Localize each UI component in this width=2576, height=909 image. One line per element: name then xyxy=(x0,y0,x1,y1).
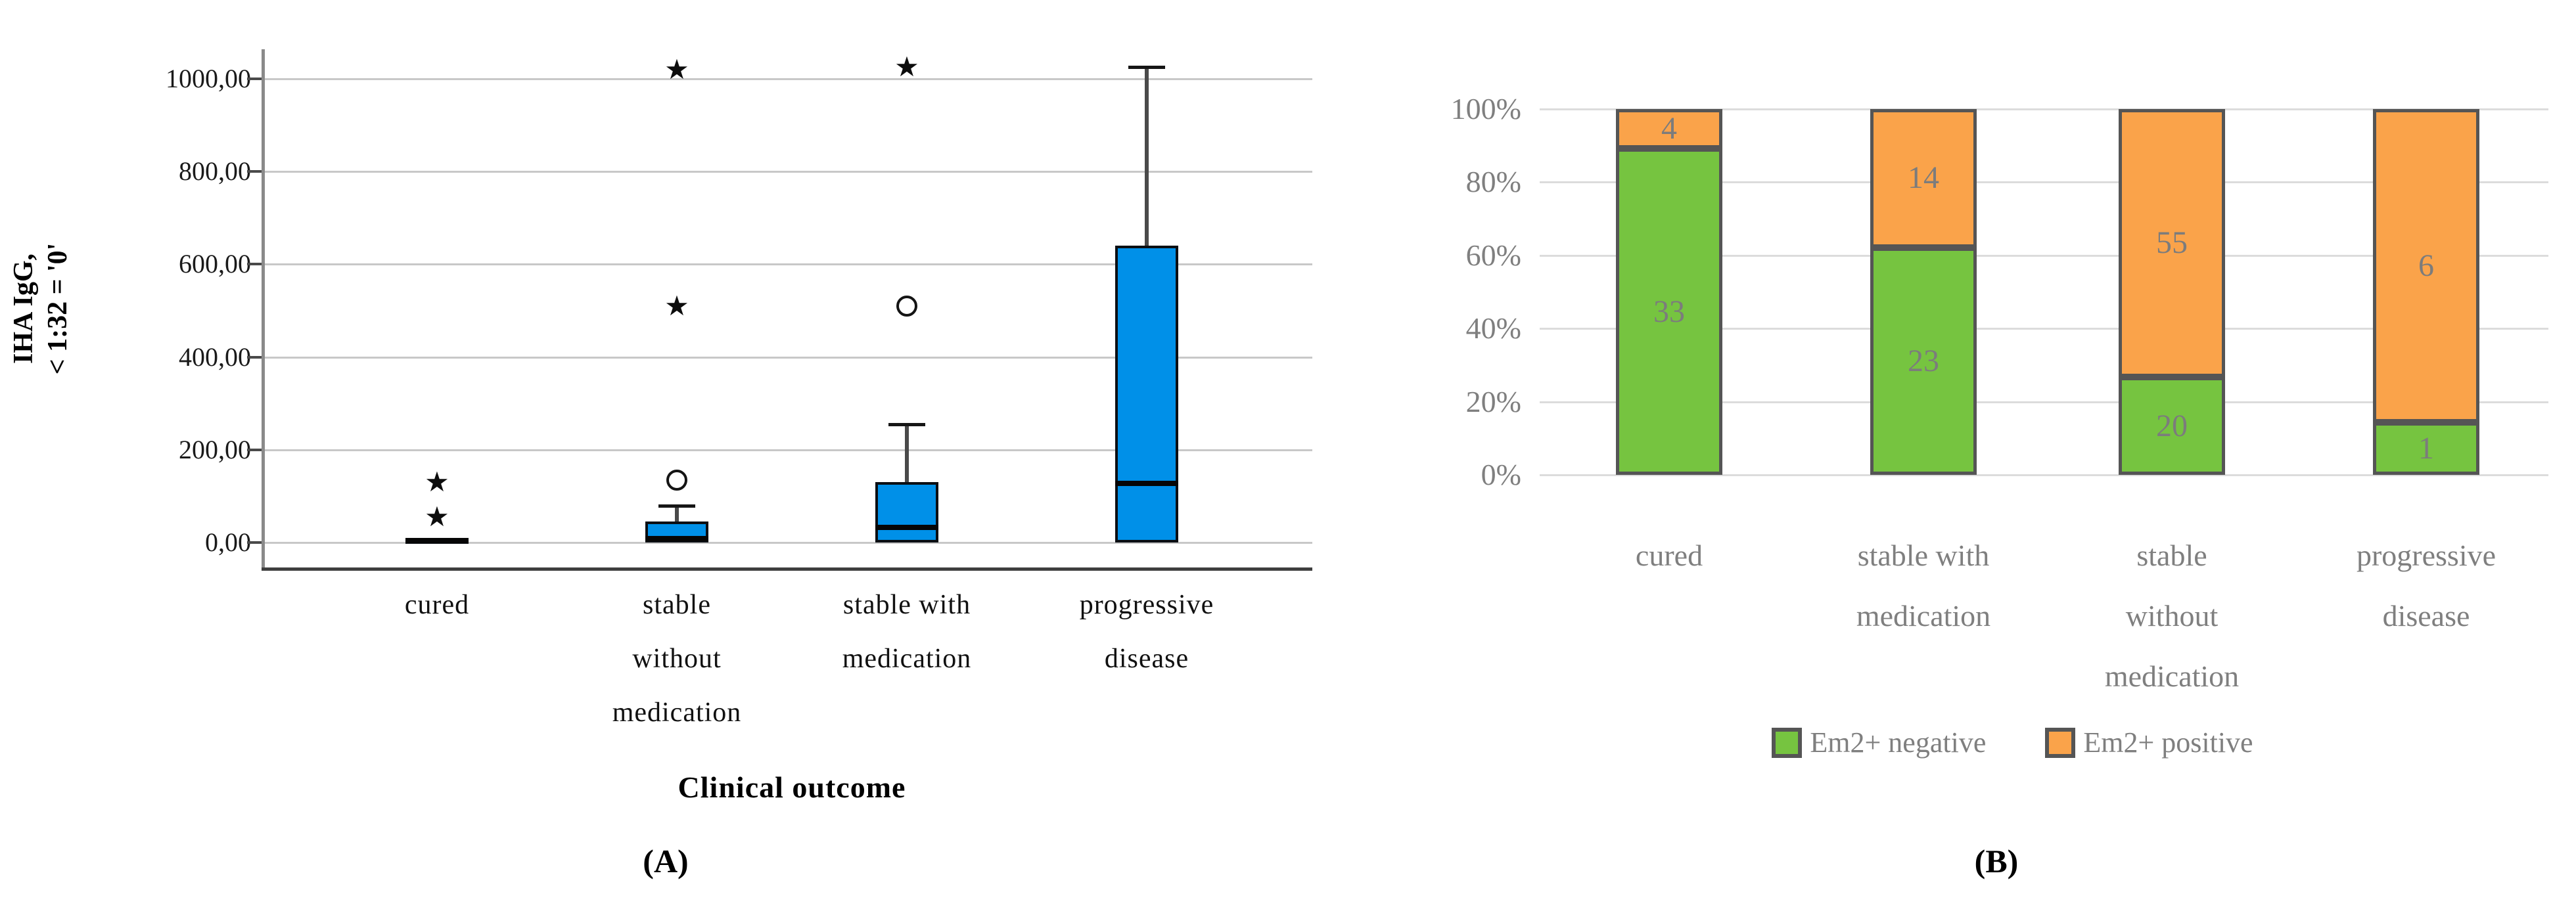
bar-value-label: 1 xyxy=(2418,431,2434,466)
legend-swatch-orange-icon xyxy=(2045,728,2076,758)
bar-value-label: 6 xyxy=(2418,248,2434,283)
bar-value-label: 23 xyxy=(1908,343,1939,378)
y-tick-label: 400,00 xyxy=(179,342,251,372)
bar-segment-em2-positive xyxy=(2373,109,2479,423)
y-tick-label: 0% xyxy=(1481,458,1521,491)
gridline-b xyxy=(1540,108,2548,110)
x-tick-label: stable without medication xyxy=(2104,539,2240,693)
outlier-star-icon: ★ xyxy=(894,51,919,83)
box-plot-box xyxy=(875,482,938,543)
outlier-star-icon: ★ xyxy=(664,289,689,322)
bar-value-label: 55 xyxy=(2156,225,2188,261)
gridline-b xyxy=(1540,328,2548,330)
y-tick-mark xyxy=(247,355,263,359)
gridline-a xyxy=(265,542,1312,544)
x-axis-line xyxy=(262,567,1312,571)
y-tick-label: 1000,00 xyxy=(166,64,251,93)
gridline-a xyxy=(265,78,1312,80)
whisker-stem xyxy=(905,424,909,483)
whisker-cap xyxy=(1128,66,1165,70)
bar-segment-em2-negative xyxy=(2373,422,2479,475)
panel-a-y-axis-title: IHA IgG, < 1:32 = '0' xyxy=(7,243,75,375)
outlier-circle-icon xyxy=(666,469,687,491)
y-tick-mark xyxy=(247,541,263,544)
outlier-star-icon: ★ xyxy=(425,500,449,533)
bar-segment-em2-positive xyxy=(1870,109,1977,248)
x-tick-label: progressive disease xyxy=(2356,539,2496,632)
outlier-circle-icon xyxy=(896,295,917,317)
gridline-b xyxy=(1540,401,2548,403)
y-tick-label: 60% xyxy=(1465,238,1521,272)
gridline-a xyxy=(265,356,1312,359)
y-tick-label: 600,00 xyxy=(179,249,251,279)
y-tick-mark xyxy=(247,170,263,173)
y-tick-label: 80% xyxy=(1465,165,1521,199)
x-tick-label: stable without medication xyxy=(612,590,742,728)
legend-item-em2-negative: Em2+ negative xyxy=(1772,728,1986,758)
bar-segment-em2-negative xyxy=(2119,377,2225,475)
median-line xyxy=(645,536,708,542)
legend-label-em2-positive: Em2+ positive xyxy=(2083,726,2253,759)
y-tick-label: 100% xyxy=(1450,92,1521,125)
bar-value-label: 33 xyxy=(1653,294,1685,329)
gridline-a xyxy=(265,263,1312,266)
x-tick-label: cured xyxy=(404,590,470,620)
x-tick-label: stable with medication xyxy=(842,590,972,674)
median-line xyxy=(405,538,469,544)
legend-swatch-green-icon xyxy=(1772,728,1803,758)
outlier-star-icon: ★ xyxy=(664,53,689,85)
y-tick-mark xyxy=(247,263,263,266)
whisker-stem xyxy=(675,505,679,522)
gridline-a xyxy=(265,449,1312,451)
bar-value-label: 14 xyxy=(1908,160,1939,196)
bar-value-label: 4 xyxy=(1661,111,1677,146)
whisker-cap xyxy=(658,504,695,508)
panel-b-label: (B) xyxy=(1974,843,2019,879)
bar-value-label: 20 xyxy=(2156,408,2188,443)
legend-label-em2-negative: Em2+ negative xyxy=(1810,726,1987,759)
outlier-star-icon: ★ xyxy=(425,466,449,499)
bar-segment-em2-negative xyxy=(1870,247,1977,475)
y-tick-label: 0,00 xyxy=(205,527,251,557)
y-axis-title-line2: < 1:32 = '0' xyxy=(43,242,73,375)
legend-item-em2-positive: Em2+ positive xyxy=(2045,728,2253,758)
y-tick-mark xyxy=(247,78,263,80)
bar-segment-em2-negative xyxy=(1616,148,1722,475)
panel-a-x-axis-title: Clinical outcome xyxy=(678,770,906,804)
y-tick-label: 40% xyxy=(1465,311,1521,345)
x-tick-label: stable with medication xyxy=(1856,539,1991,632)
box-plot-box xyxy=(1115,246,1178,543)
y-tick-mark xyxy=(247,448,263,451)
y-axis-title-line1: IHA IgG, xyxy=(9,253,39,365)
gridline-a xyxy=(265,171,1312,173)
legend: Em2+ negative Em2+ positive xyxy=(1508,728,2517,758)
y-axis-line xyxy=(262,49,265,570)
y-tick-label: 800,00 xyxy=(179,156,251,187)
y-tick-label: 20% xyxy=(1465,384,1521,418)
gridline-b xyxy=(1540,181,2548,184)
bar-segment-em2-positive xyxy=(1616,109,1722,149)
x-tick-label: cured xyxy=(1635,539,1703,572)
median-line xyxy=(875,525,938,531)
x-tick-label: progressive disease xyxy=(1079,590,1214,674)
gridline-b xyxy=(1540,474,2548,476)
whisker-stem xyxy=(1145,67,1149,246)
median-line xyxy=(1115,481,1178,487)
gridline-b xyxy=(1540,254,2548,257)
y-tick-label: 200,00 xyxy=(179,434,251,464)
panel-a-label: (A) xyxy=(643,843,689,879)
whisker-cap xyxy=(888,422,925,426)
bar-segment-em2-positive xyxy=(2119,109,2225,378)
